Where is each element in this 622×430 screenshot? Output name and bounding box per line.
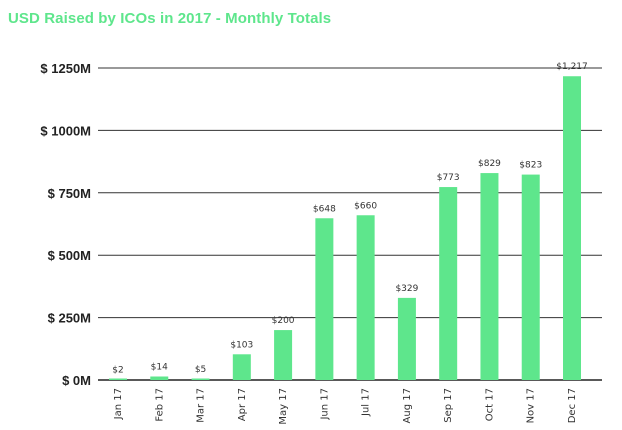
y-tick-label-750: $ 750M: [48, 186, 91, 201]
y-tick-label-0: $ 0M: [62, 373, 91, 388]
x-tick-label-may-17: May 17: [278, 388, 289, 425]
y-tick-label-1000: $ 1000M: [40, 123, 91, 138]
data-label-may-17: $200: [272, 316, 295, 326]
y-tick-label-1250: $ 1250M: [40, 61, 91, 76]
data-label-aug-17: $329: [395, 284, 418, 294]
data-label-jun-17: $648: [313, 204, 336, 214]
x-tick-label-jun-17: Jun 17: [319, 388, 330, 421]
x-tick-label-oct-17: Oct 17: [484, 388, 495, 421]
grid-lines: [98, 67, 602, 381]
y-axis-ticks: $ 0M $ 250M $ 500M $ 750M $ 1000M $ 1250M: [40, 61, 91, 388]
x-tick-label-feb-17: Feb 17: [154, 388, 165, 422]
bar-dec-17: [563, 76, 581, 380]
data-label-jan-17: $2: [112, 366, 123, 376]
x-tick-label-jul-17: Jul 17: [361, 388, 372, 417]
data-label-mar-17: $5: [195, 365, 206, 375]
bar-nov-17: [521, 174, 540, 380]
bar-jun-17: [315, 218, 334, 380]
bar-jan-17: [109, 378, 127, 380]
data-label-feb-17: $14: [151, 363, 168, 373]
bar-jul-17: [356, 215, 375, 380]
bar-sep-17: [439, 187, 458, 380]
data-label-sep-17: $773: [437, 173, 460, 183]
x-tick-label-mar-17: Mar 17: [196, 388, 207, 423]
data-label-apr-17: $103: [230, 340, 253, 350]
x-axis-ticks: Jan 17 Feb 17 Mar 17 Apr 17 May 17 Jun 17 Jul …: [113, 388, 578, 425]
chart-title: USD Raised by ICOs in 2017 - Monthly Tot…: [8, 10, 332, 27]
y-tick-label-250: $ 250M: [48, 311, 91, 326]
bar-mar-17: [191, 378, 210, 380]
x-tick-label-apr-17: Apr 17: [237, 388, 248, 421]
bar-feb-17: [150, 376, 169, 380]
x-tick-label-sep-17: Sep 17: [443, 388, 454, 423]
bars: [109, 76, 581, 380]
data-label-jul-17: $660: [354, 201, 377, 211]
x-tick-label-aug-17: Aug 17: [402, 388, 413, 423]
data-label-dec-17: $1,217: [556, 62, 588, 72]
x-tick-label-jan-17: Jan 17: [113, 388, 124, 420]
x-tick-label-nov-17: Nov 17: [526, 388, 537, 423]
bar-apr-17: [232, 354, 251, 380]
x-tick-label-dec-17: Dec 17: [567, 388, 578, 423]
data-label-nov-17: $823: [519, 161, 542, 171]
data-labels: $2 $14 $5 $103 $200 $648 $660 $329 $773 $829 $823 $…: [112, 62, 587, 375]
y-tick-label-500: $ 500M: [48, 248, 91, 263]
bar-oct-17: [480, 173, 499, 380]
bar-may-17: [274, 330, 293, 380]
data-label-oct-17: $829: [478, 159, 501, 169]
bar-aug-17: [397, 297, 416, 380]
